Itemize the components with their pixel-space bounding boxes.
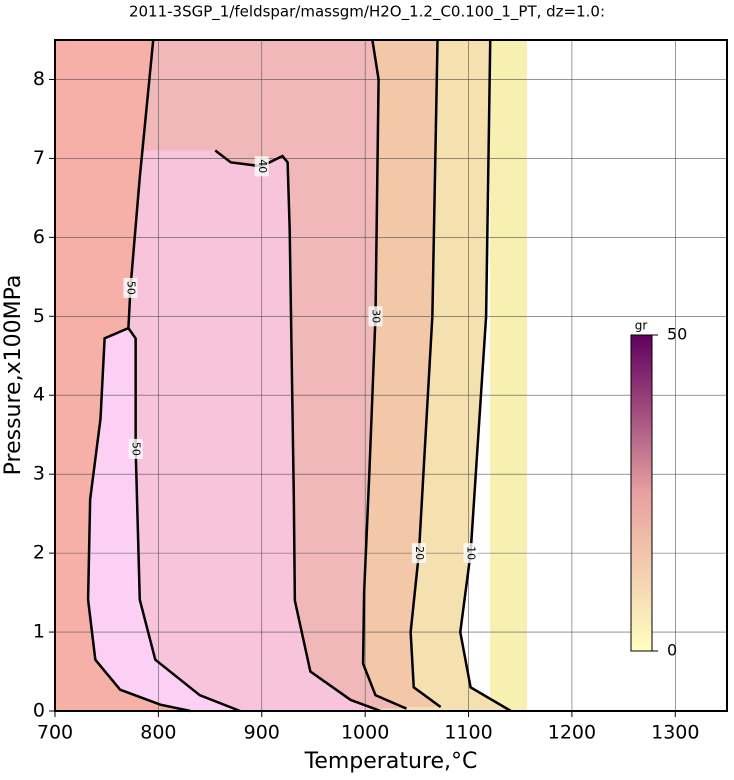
x-tick-label: 1200: [548, 722, 596, 744]
y-tick-label: 8: [33, 68, 45, 90]
contour-label: 40: [256, 159, 269, 173]
contour-label-bg: [123, 277, 138, 298]
contour-label: 30: [369, 309, 382, 323]
plot-frame: [54, 39, 728, 712]
x-tick-label: 1300: [651, 722, 699, 744]
y-tick-label: 4: [33, 384, 45, 406]
contour-line: [459, 39, 512, 713]
colorbar-label: gr: [635, 319, 648, 333]
edge-fill: [490, 40, 527, 711]
y-tick-label: 5: [33, 305, 45, 327]
contour-label-bg: [411, 543, 426, 564]
contour-label-bg: [368, 306, 383, 327]
colorbar: [630, 334, 653, 652]
contour-label: 50: [130, 442, 143, 456]
x-axis-label: Temperature,°C: [304, 749, 478, 774]
y-tick-label: 7: [33, 147, 45, 169]
x-tick-label: 1100: [444, 722, 492, 744]
chart-title: 2011-3SGP_1/feldspar/massgm/H2O_1.2_C0.1…: [129, 3, 605, 22]
fills: [55, 40, 511, 712]
contour-label-bg: [128, 438, 143, 459]
y-tick-label: 0: [33, 700, 45, 722]
contours: 10 20 30 40 50 50: [86, 39, 512, 713]
y-axis-label: Pressure,x100MPa: [1, 275, 26, 476]
y-tick-label: 3: [33, 463, 45, 485]
y-tick-label: 2: [33, 542, 45, 564]
colorbar-tick-label: 50: [667, 325, 687, 344]
contour-line: [409, 39, 442, 709]
contour-label: 10: [465, 546, 478, 560]
colorbar-ticks: 0 50: [652, 325, 687, 660]
contour-label: 20: [413, 546, 426, 560]
contour-line: [361, 39, 408, 710]
x-tick-label: 800: [140, 722, 176, 744]
x-tick-label: 700: [37, 722, 73, 744]
y-tick-label: 6: [33, 226, 45, 248]
y-tick-label: 1: [33, 621, 45, 643]
x-tick-label: 900: [244, 722, 280, 744]
contour-label-bg: [463, 543, 478, 564]
contour-label: 50: [124, 281, 137, 295]
contour-line: [86, 39, 191, 713]
x-tick-label: 1000: [341, 722, 389, 744]
contour-line: [214, 149, 382, 713]
contour-line: [127, 327, 241, 713]
contour-fill: [55, 328, 241, 711]
contour-label-bg: [254, 156, 269, 177]
colorbar-tick-label: 0: [667, 641, 677, 660]
